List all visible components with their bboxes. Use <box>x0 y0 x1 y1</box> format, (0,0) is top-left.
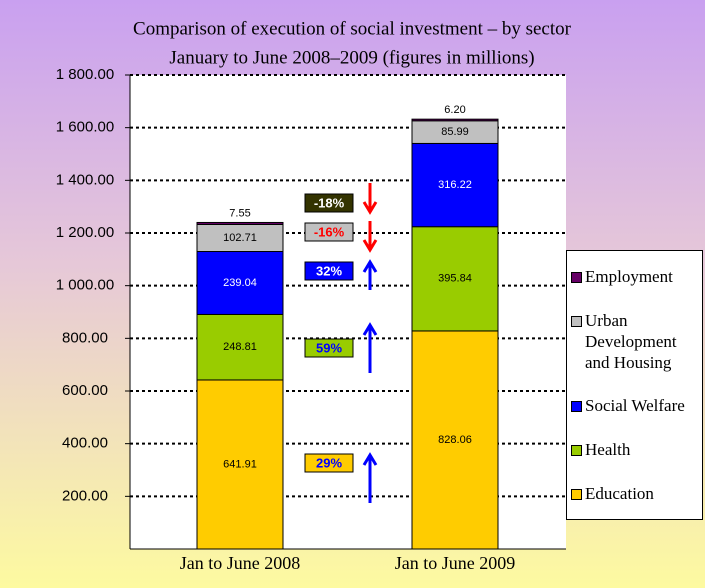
chart-title: Comparison of execution of social invest… <box>133 18 572 39</box>
data-label: 641.91 <box>223 458 257 470</box>
legend-item: Education <box>571 483 698 504</box>
legend-item: Health <box>571 439 698 460</box>
bar-segment <box>411 118 499 122</box>
annotation-box <box>304 261 354 281</box>
legend-swatch <box>571 488 582 500</box>
y-tick-label: 200.00 <box>62 487 108 504</box>
annotation-arrowhead <box>362 322 378 336</box>
y-tick-label: 800.00 <box>62 329 108 346</box>
annotation-box <box>304 222 354 242</box>
data-label: 6.20 <box>444 104 465 116</box>
annotation-arrowhead <box>362 201 378 215</box>
bar-segment <box>411 142 499 228</box>
legend-item: Employment <box>571 266 698 287</box>
data-label: 395.84 <box>438 273 472 285</box>
bar-segment <box>196 313 284 381</box>
legend-label: Social Welfare <box>585 396 685 416</box>
legend-item: Social Welfare <box>571 395 698 416</box>
data-label: 248.81 <box>223 341 257 353</box>
data-label: 102.71 <box>223 232 257 244</box>
annotation-box <box>304 453 354 473</box>
bar-segment <box>196 221 284 225</box>
annotation-arrowhead <box>362 259 378 273</box>
legend-label: Education <box>585 483 654 503</box>
y-tick-label: 1 600.00 <box>56 119 114 136</box>
annotation: 32% <box>316 263 342 278</box>
annotation: 29% <box>316 455 342 470</box>
legend-swatch <box>571 315 582 327</box>
annotation-arrowhead <box>362 452 378 466</box>
data-label: 7.55 <box>229 207 250 219</box>
data-label: 828.06 <box>438 434 472 446</box>
legend-item: Urban Development and Housing <box>571 310 698 373</box>
legend-swatch <box>571 401 582 413</box>
data-label: 239.04 <box>223 277 257 289</box>
annotation: -18% <box>314 195 345 210</box>
x-tick-label: Jan to June 2009 <box>395 553 516 573</box>
annotation: 59% <box>316 340 342 355</box>
legend-swatch <box>571 445 582 457</box>
bar-segment <box>196 379 284 550</box>
y-tick-label: 1 400.00 <box>56 171 114 188</box>
y-tick-label: 1 800.00 <box>56 66 114 83</box>
annotation-box <box>304 193 354 213</box>
annotation-arrowhead <box>362 239 378 253</box>
legend-label: Employment <box>585 267 673 287</box>
annotation-box <box>304 338 354 358</box>
legend: Employment Urban Development and Housing S… <box>566 250 703 520</box>
x-tick-label: Jan to June 2008 <box>180 553 301 573</box>
y-tick-label: 1 200.00 <box>56 224 114 241</box>
chart-subtitle: January to June 2008–2009 (figures in mi… <box>169 47 534 68</box>
bar-segment <box>411 226 499 332</box>
legend-label: Urban Development and Housing <box>585 310 677 372</box>
legend-label: Health <box>585 440 631 460</box>
bar-segment <box>196 223 284 252</box>
data-label: 85.99 <box>441 126 469 138</box>
y-tick-label: 600.00 <box>62 382 108 399</box>
data-label: 316.22 <box>438 179 472 191</box>
y-tick-label: 400.00 <box>62 435 108 452</box>
annotation: -16% <box>314 224 345 239</box>
bar-segment <box>411 330 499 550</box>
y-tick-label: 1 000.00 <box>56 277 114 294</box>
plot-area <box>130 75 566 549</box>
bar-segment <box>196 250 284 315</box>
legend-swatch <box>571 272 582 284</box>
